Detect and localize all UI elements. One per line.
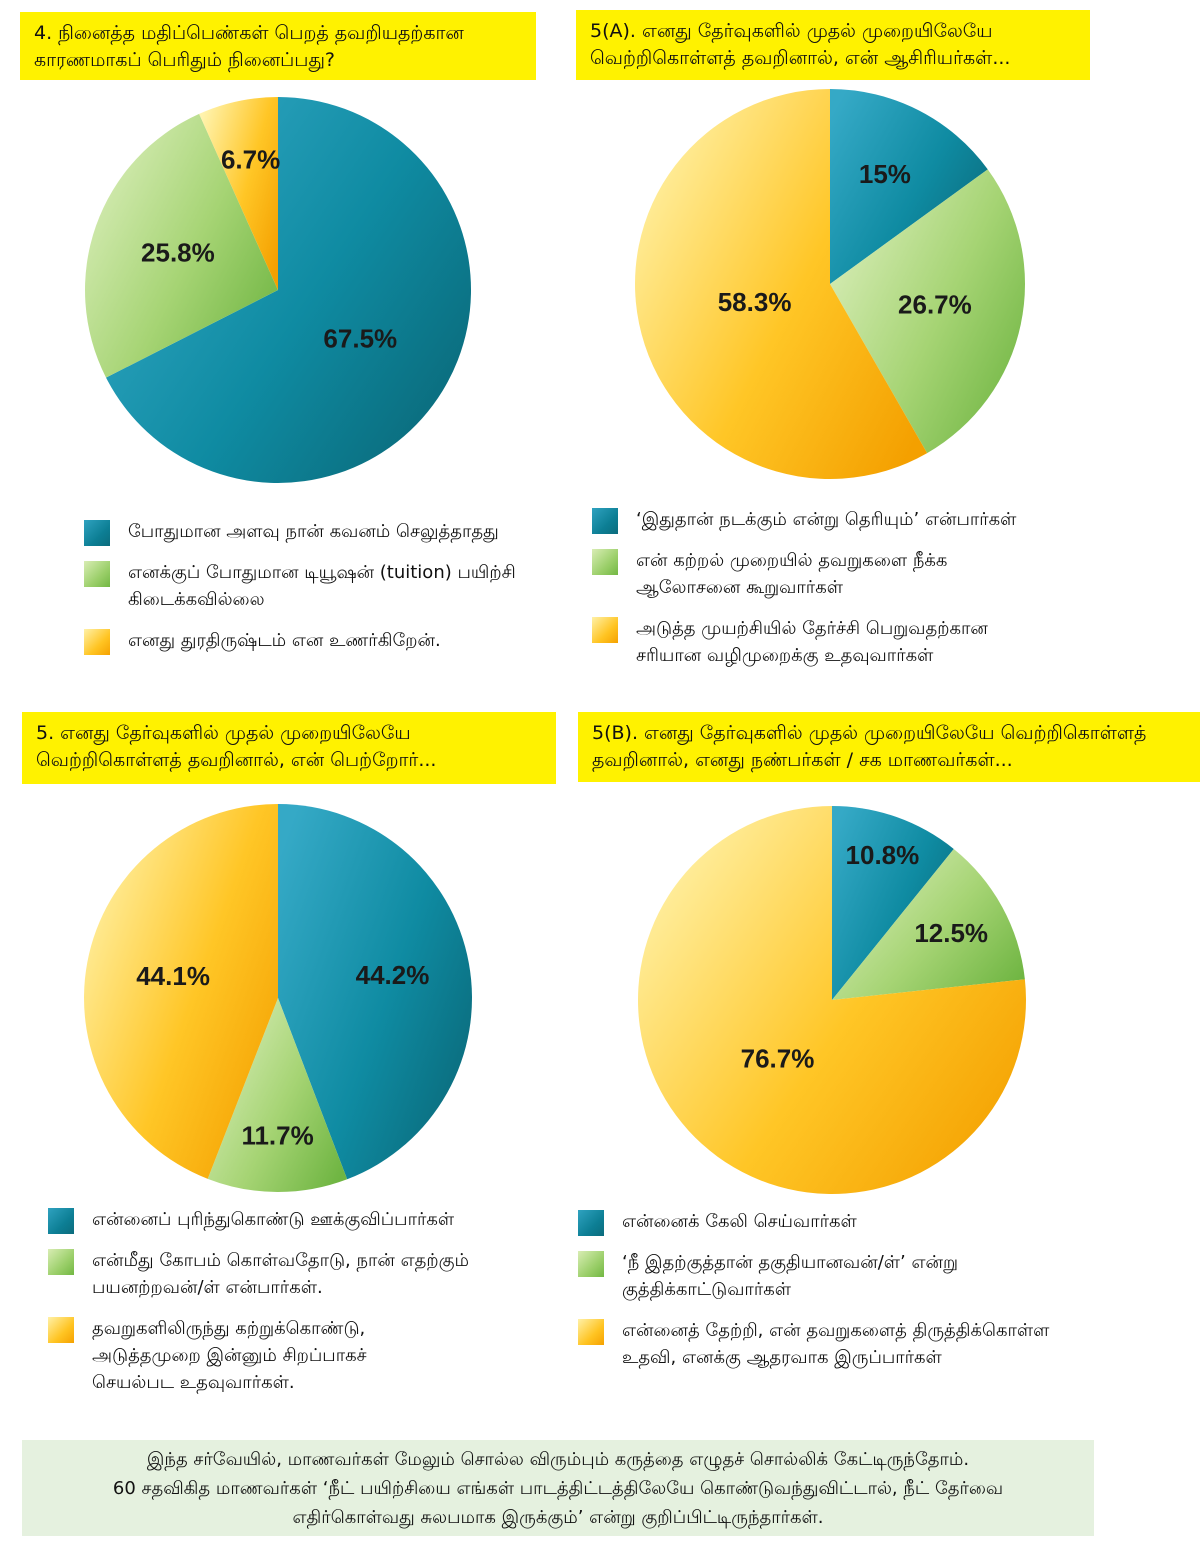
pie-slice-teal: [832, 806, 954, 1000]
legend-swatch-teal: [48, 1208, 74, 1234]
slice-value-label: 15%: [859, 159, 911, 189]
slice-value-label: 11.7%: [241, 1121, 313, 1151]
question-line: வெற்றிகொள்ளத் தவறினால், என் ஆசிரியர்கள்.…: [590, 47, 1011, 69]
pie-chart-4: 67.5% 25.8% 6.7%: [85, 97, 472, 483]
pie-slice-teal: [830, 89, 988, 284]
legend-item-green: என்மீது கோபம் கொள்வதோடு, நான் எதற்கும் ப…: [48, 1247, 548, 1301]
question-line: வெற்றிகொள்ளத் தவறினால், என் பெற்றோர்...: [36, 749, 437, 771]
legend-4: போதுமான அளவு நான் கவனம் செலுத்தாதது எனக்…: [84, 518, 554, 668]
footer-line: 60 சதவிகித மாணவர்கள் ‘நீட் பயிற்சியை எங்…: [112, 1478, 1004, 1499]
question-box-4: 4. நினைத்த மதிப்பெண்கள் பெறத் தவறியதற்கா…: [20, 12, 536, 80]
legend-swatch-teal: [578, 1210, 604, 1236]
pie-chart-5: 44.2% 11.7% 44.1%: [84, 804, 472, 1192]
pie-slice-teal: [278, 804, 472, 1180]
legend-item-orange: எனது துரதிருஷ்டம் என உணர்கிறேன்.: [84, 627, 554, 655]
legend-item-teal: என்னைக் கேலி செய்வார்கள்: [578, 1208, 1138, 1236]
question-line: 5(A). எனது தேர்வுகளில் முதல் முறையிலேயே: [590, 20, 993, 42]
question-line: காரணமாகப் பெரிதும் நினைப்பது?: [34, 49, 336, 71]
question-line: 5. எனது தேர்வுகளில் முதல் முறையிலேயே: [36, 722, 411, 744]
pie-slice-green: [830, 169, 1026, 454]
footer-line: எதிர்கொள்வது சுலபமாக இருக்கும்’ என்று கு…: [292, 1507, 824, 1528]
legend-swatch-teal: [84, 520, 110, 546]
pie-slice-teal: [106, 97, 472, 483]
slice-value-label: 10.8%: [846, 840, 920, 870]
pie-slice-green: [832, 848, 1025, 1000]
footer-line: இந்த சர்வேயில், மாணவர்கள் மேலும் சொல்ல வ…: [146, 1449, 970, 1470]
legend-5a: ‘இதுதான் நடக்கும் என்று தெரியும்’ என்பார…: [592, 506, 1112, 683]
slice-value-label: 12.5%: [914, 918, 988, 948]
question-box-5b: 5(B). எனது தேர்வுகளில் முதல் முறையிலேயே …: [578, 712, 1200, 782]
pie-chart-5a: 15% 26.7% 58.3%: [635, 89, 1026, 479]
legend-swatch-teal: [592, 508, 618, 534]
legend-item-orange: என்னைத் தேற்றி, என் தவறுகளைத் திருத்திக்…: [578, 1317, 1138, 1371]
legend-item-green: ‘நீ இதற்குத்தான் தகுதியானவன்/ள்’ என்று க…: [578, 1249, 1138, 1303]
slice-value-label: 6.7%: [221, 145, 280, 175]
legend-swatch-orange: [578, 1319, 604, 1345]
slice-value-label: 44.1%: [136, 961, 210, 991]
slice-value-label: 25.8%: [141, 238, 215, 268]
legend-5: என்னைப் புரிந்துகொண்டு ஊக்குவிப்பார்கள் …: [48, 1206, 548, 1410]
legend-swatch-green: [592, 549, 618, 575]
slice-value-label: 67.5%: [323, 323, 397, 353]
slice-value-label: 44.2%: [356, 960, 430, 990]
legend-item-orange: அடுத்த முயற்சியில் தேர்ச்சி பெறுவதற்கான …: [592, 615, 1112, 669]
question-box-5a: 5(A). எனது தேர்வுகளில் முதல் முறையிலேயே …: [576, 10, 1090, 80]
legend-item-orange: தவறுகளிலிருந்து கற்றுக்கொண்டு, அடுத்தமுற…: [48, 1315, 548, 1396]
question-box-5: 5. எனது தேர்வுகளில் முதல் முறையிலேயே வெற…: [22, 712, 556, 784]
pie-slice-orange: [637, 806, 1026, 1194]
question-line: தவறினால், எனது நண்பர்கள் / சக மாணவர்கள்.…: [592, 749, 1013, 771]
pie-slice-orange: [84, 804, 279, 1179]
pie-slice-green: [207, 998, 348, 1192]
legend-5b: என்னைக் கேலி செய்வார்கள் ‘நீ இதற்குத்தான…: [578, 1208, 1138, 1385]
legend-swatch-orange: [84, 629, 110, 655]
legend-item-green: என் கற்றல் முறையில் தவறுகளை நீக்க ஆலோசனை…: [592, 547, 1112, 601]
legend-swatch-green: [48, 1249, 74, 1275]
legend-swatch-orange: [48, 1317, 74, 1343]
slice-value-label: 76.7%: [741, 1043, 815, 1073]
survey-footer-note: இந்த சர்வேயில், மாணவர்கள் மேலும் சொல்ல வ…: [22, 1440, 1094, 1536]
pie-slice-orange: [635, 89, 928, 479]
legend-item-green: எனக்குப் போதுமான டியூஷன் (tuition) பயிற்…: [84, 559, 554, 613]
legend-item-teal: என்னைப் புரிந்துகொண்டு ஊக்குவிப்பார்கள்: [48, 1206, 548, 1234]
slice-value-label: 58.3%: [718, 287, 792, 317]
pie-slice-green: [85, 113, 278, 378]
question-line: 4. நினைத்த மதிப்பெண்கள் பெறத் தவறியதற்கா…: [34, 22, 464, 44]
legend-swatch-green: [578, 1251, 604, 1277]
legend-item-teal: ‘இதுதான் நடக்கும் என்று தெரியும்’ என்பார…: [592, 506, 1112, 534]
legend-item-teal: போதுமான அளவு நான் கவனம் செலுத்தாதது: [84, 518, 554, 546]
slice-value-label: 26.7%: [898, 289, 972, 319]
pie-chart-5b: 10.8% 12.5% 76.7%: [637, 806, 1026, 1194]
legend-swatch-orange: [592, 617, 618, 643]
pie-slice-orange: [199, 97, 278, 290]
question-line: 5(B). எனது தேர்வுகளில் முதல் முறையிலேயே …: [592, 722, 1147, 744]
legend-swatch-green: [84, 561, 110, 587]
